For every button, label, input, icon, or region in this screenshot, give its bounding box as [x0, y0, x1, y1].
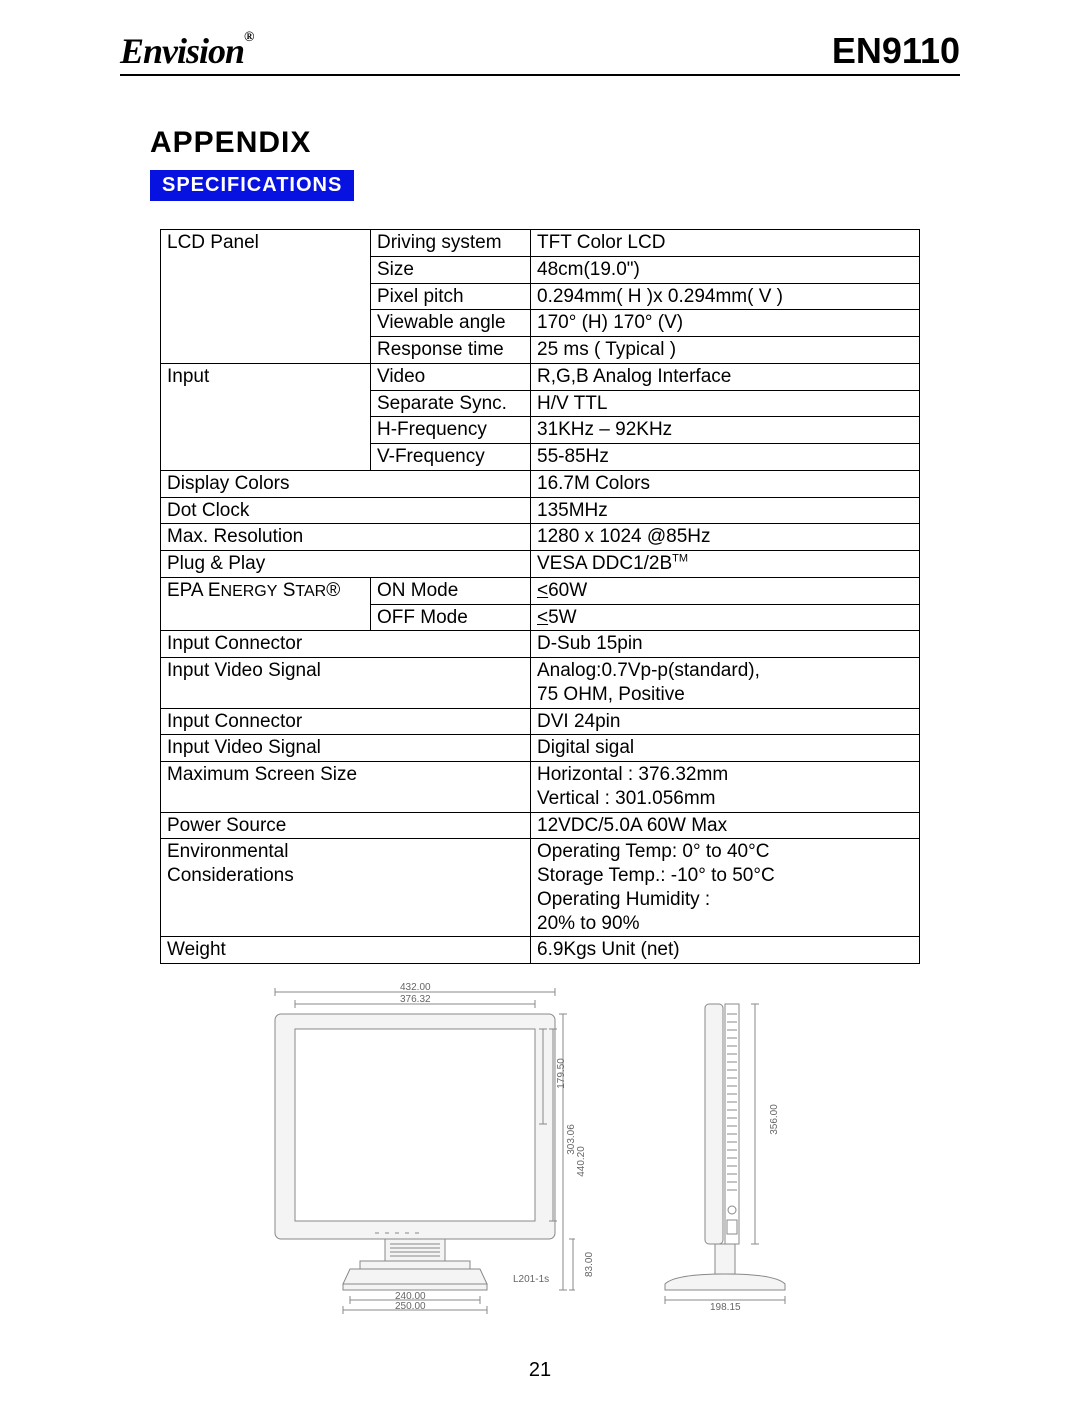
spec-value-cell: 12VDC/5.0A 60W Max	[531, 812, 920, 839]
spec-category-cell: LCD Panel	[161, 230, 371, 364]
page-header: Envision® EN9110	[120, 30, 960, 76]
spec-value-cell: 0.294mm( H )x 0.294mm( V )	[531, 283, 920, 310]
spec-row: Input Video SignalDigital sigal	[161, 735, 920, 762]
spec-row: EnvironmentalConsiderationsOperating Tem…	[161, 839, 920, 937]
spec-subcategory-cell: Pixel pitch	[371, 283, 531, 310]
spec-category-cell: Input Connector	[161, 631, 531, 658]
spec-subcategory-cell: V-Frequency	[371, 444, 531, 471]
spec-subcategory-cell: Size	[371, 256, 531, 283]
spec-category-cell: Maximum Screen Size	[161, 762, 531, 813]
spec-value-cell: Analog:0.7Vp-p(standard),75 OHM, Positiv…	[531, 658, 920, 709]
spec-value-cell: 16.7M Colors	[531, 470, 920, 497]
spec-category-cell: Input Video Signal	[161, 735, 531, 762]
spec-value-cell: DVI 24pin	[531, 708, 920, 735]
spec-row: Max. Resolution1280 x 1024 @85Hz	[161, 524, 920, 551]
spec-row: EPA ENERGY STAR®ON Mode<60W	[161, 577, 920, 604]
spec-value-cell: D-Sub 15pin	[531, 631, 920, 658]
brand-registered-mark: ®	[244, 30, 253, 45]
brand-text: Envision	[120, 31, 244, 71]
specifications-badge: SPECIFICATIONS	[150, 170, 354, 201]
spec-value-cell: TFT Color LCD	[531, 230, 920, 257]
spec-category-cell: Input Connector	[161, 708, 531, 735]
spec-value-cell: <60W	[531, 577, 920, 604]
spec-row: InputVideoR,G,B Analog Interface	[161, 363, 920, 390]
spec-category-cell: Max. Resolution	[161, 524, 531, 551]
spec-row: Dot Clock135MHz	[161, 497, 920, 524]
spec-row: Maximum Screen SizeHorizontal : 376.32mm…	[161, 762, 920, 813]
spec-row: Input ConnectorDVI 24pin	[161, 708, 920, 735]
spec-value-cell: Horizontal : 376.32mmVertical : 301.056m…	[531, 762, 920, 813]
spec-row: LCD PanelDriving systemTFT Color LCD	[161, 230, 920, 257]
dim-base-w2: 250.00	[395, 1301, 426, 1312]
spec-subcategory-cell: H-Frequency	[371, 417, 531, 444]
spec-subcategory-cell: Response time	[371, 337, 531, 364]
spec-value-cell: R,G,B Analog Interface	[531, 363, 920, 390]
spec-value-cell: H/V TTL	[531, 390, 920, 417]
spec-row: Input Video SignalAnalog:0.7Vp-p(standar…	[161, 658, 920, 709]
spec-row: Power Source12VDC/5.0A 60W Max	[161, 812, 920, 839]
spec-subcategory-cell: Viewable angle	[371, 310, 531, 337]
monitor-side-diagram: 356.00 198.15	[655, 984, 825, 1319]
spec-value-cell: 6.9Kgs Unit (net)	[531, 937, 920, 964]
appendix-heading: APPENDIX	[150, 126, 960, 160]
spec-category-cell: Power Source	[161, 812, 531, 839]
dim-half-height: 179.50	[556, 1058, 567, 1089]
spec-row: Plug & PlayVESA DDC1/2BTM	[161, 551, 920, 578]
spec-category-cell: EnvironmentalConsiderations	[161, 839, 531, 937]
spec-category-cell: Input Video Signal	[161, 658, 531, 709]
spec-category-cell: EPA ENERGY STAR®	[161, 577, 371, 631]
spec-subcategory-cell: Driving system	[371, 230, 531, 257]
dim-total-height: 440.20	[576, 1146, 587, 1177]
spec-row: Weight6.9Kgs Unit (net)	[161, 937, 920, 964]
dim-model-label: L201-1s	[513, 1274, 549, 1285]
specifications-table: LCD PanelDriving systemTFT Color LCD Siz…	[160, 229, 920, 964]
spec-subcategory-cell: Separate Sync.	[371, 390, 531, 417]
dim-side-panel-height: 356.00	[769, 1104, 780, 1135]
dim-screen-width: 376.32	[400, 994, 431, 1005]
spec-row: Display Colors16.7M Colors	[161, 470, 920, 497]
spec-value-cell: 135MHz	[531, 497, 920, 524]
page: Envision® EN9110 APPENDIX SPECIFICATIONS…	[0, 0, 1080, 1422]
spec-value-cell: VESA DDC1/2BTM	[531, 551, 920, 578]
dimension-diagrams: 432.00 376.32 179.50 303.06 440.20 83.00…	[120, 984, 960, 1319]
spec-value-cell: 25 ms ( Typical )	[531, 337, 920, 364]
spec-category-cell: Input	[161, 363, 371, 470]
dim-outer-width: 432.00	[400, 982, 431, 993]
brand-logo: Envision®	[120, 30, 254, 72]
spec-value-cell: 1280 x 1024 @85Hz	[531, 524, 920, 551]
spec-value-cell: 55-85Hz	[531, 444, 920, 471]
spec-subcategory-cell: OFF Mode	[371, 604, 531, 631]
spec-value-cell: Digital sigal	[531, 735, 920, 762]
spec-value-cell: 31KHz – 92KHz	[531, 417, 920, 444]
spec-subcategory-cell: Video	[371, 363, 531, 390]
model-number: EN9110	[832, 30, 960, 72]
spec-category-cell: Plug & Play	[161, 551, 531, 578]
spec-value-cell: Operating Temp: 0° to 40°CStorage Temp.:…	[531, 839, 920, 937]
dim-stand-height: 83.00	[584, 1252, 595, 1277]
spec-value-cell: 48cm(19.0")	[531, 256, 920, 283]
spec-subcategory-cell: ON Mode	[371, 577, 531, 604]
dim-side-base-depth: 198.15	[710, 1302, 741, 1313]
spec-row: Input ConnectorD-Sub 15pin	[161, 631, 920, 658]
page-number: 21	[120, 1359, 960, 1382]
spec-value-cell: 170° (H) 170° (V)	[531, 310, 920, 337]
spec-category-cell: Display Colors	[161, 470, 531, 497]
spec-category-cell: Dot Clock	[161, 497, 531, 524]
spec-value-cell: <5W	[531, 604, 920, 631]
monitor-front-diagram: 432.00 376.32 179.50 303.06 440.20 83.00…	[255, 984, 575, 1319]
spec-category-cell: Weight	[161, 937, 531, 964]
